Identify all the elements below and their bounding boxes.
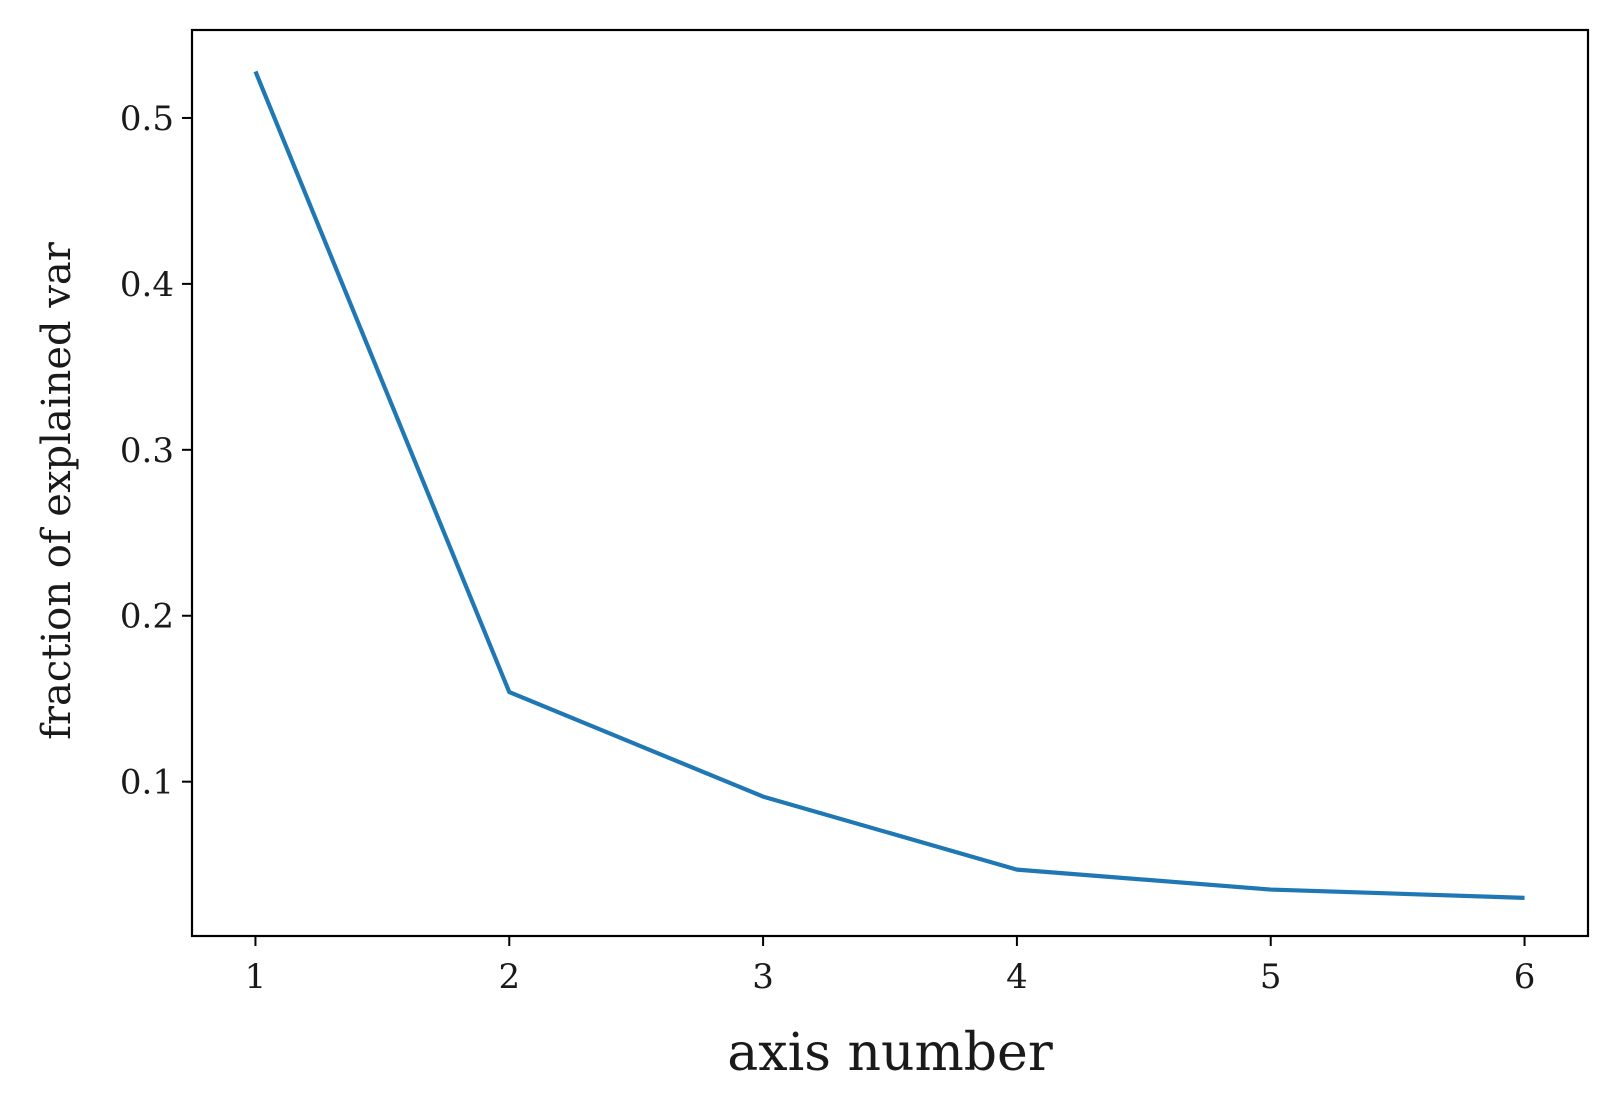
x-axis-title: axis number bbox=[727, 1023, 1053, 1083]
axes-frame bbox=[190, 28, 1590, 938]
x-tick-label: 3 bbox=[752, 957, 774, 997]
y-tick-label: 0.2 bbox=[120, 597, 174, 637]
x-axis-ticks: 1 2 3 4 5 6 bbox=[245, 936, 1536, 997]
y-axis-title: fraction of explained var bbox=[34, 241, 80, 740]
x-tick-label: 4 bbox=[1006, 957, 1028, 997]
x-tick-label: 5 bbox=[1260, 957, 1282, 997]
y-axis-ticks: 0.1 0.2 0.3 0.4 0.5 bbox=[120, 99, 192, 803]
x-tick-label: 2 bbox=[498, 957, 520, 997]
y-tick-label: 0.3 bbox=[120, 431, 174, 471]
plot-area bbox=[190, 28, 1590, 938]
y-tick-label: 0.5 bbox=[120, 99, 174, 139]
x-tick-label: 6 bbox=[1514, 957, 1536, 997]
y-tick-label: 0.4 bbox=[120, 265, 174, 305]
series-line bbox=[253, 70, 1525, 900]
y-tick-label: 0.1 bbox=[120, 763, 174, 803]
x-tick-label: 1 bbox=[245, 957, 267, 997]
